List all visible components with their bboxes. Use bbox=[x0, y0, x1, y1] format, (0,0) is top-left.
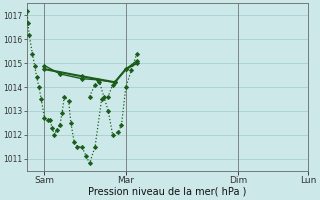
X-axis label: Pression niveau de la mer( hPa ): Pression niveau de la mer( hPa ) bbox=[88, 187, 247, 197]
